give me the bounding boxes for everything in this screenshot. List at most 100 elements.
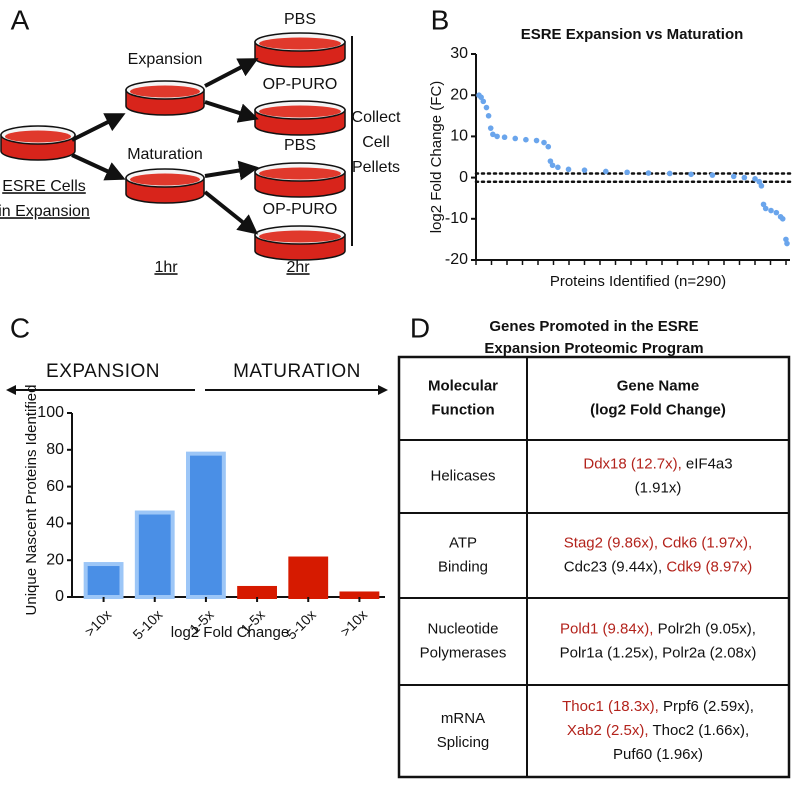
collect-label: Pellets (352, 159, 400, 176)
gene-entry: (1.91x) (635, 479, 682, 496)
y-tick-label: -20 (445, 251, 468, 268)
data-point (581, 167, 588, 173)
dish-media (130, 173, 200, 186)
data-point (555, 164, 561, 171)
arrow (204, 100, 259, 123)
panel-label: B (431, 4, 450, 35)
function-cell: ATP (449, 534, 477, 551)
culture-dish (254, 32, 346, 68)
gene-line: Stag2 (9.86x), Cdk6 (1.97x), (564, 534, 752, 551)
data-point (784, 240, 790, 247)
data-point (624, 169, 630, 176)
culture-dish (125, 80, 205, 116)
header-cell: Gene Name (617, 377, 700, 394)
y-tick-label: 60 (46, 478, 64, 495)
cell-label: in Expansion (0, 203, 90, 220)
data-point (565, 166, 572, 173)
data-point (688, 171, 694, 178)
data-point (541, 139, 547, 146)
gene-entry: Cdk9 (8.97x) (666, 558, 752, 575)
data-point (741, 174, 748, 181)
arrow-label: MATURATION (233, 361, 361, 382)
data-point (487, 125, 494, 131)
arrow (71, 153, 126, 181)
dish-media (259, 230, 341, 243)
data-point (730, 173, 737, 180)
gene-entry: Thoc1 (18.3x), (562, 698, 663, 715)
gene-line: Xab2 (2.5x), Thoc2 (1.66x), (567, 722, 749, 739)
function-cell: Nucleotide (428, 620, 499, 637)
data-point (549, 162, 556, 169)
x-tick-label: 5-10x (283, 606, 319, 642)
data-point (533, 137, 540, 144)
gene-entry: Prpf6 (2.59x), (663, 698, 754, 715)
gene-line: Polr1a (1.25x), Polr2a (2.08x) (560, 644, 757, 661)
gene-line: Ddx18 (12.7x), eIF4a3 (583, 455, 732, 472)
data-point (758, 183, 765, 189)
data-point (762, 205, 769, 212)
data-point (709, 172, 716, 178)
collect-label: Cell (362, 134, 390, 151)
data-point (478, 94, 484, 101)
bar (83, 562, 124, 599)
x-tick-label: >10x (81, 606, 114, 639)
function-cell: Splicing (437, 734, 490, 751)
culture-dish (254, 162, 346, 198)
y-tick-label: 80 (46, 441, 64, 458)
culture-dish (125, 168, 205, 204)
time-label: 1hr (154, 259, 178, 276)
y-tick-label: 10 (450, 128, 468, 145)
data-point (603, 168, 609, 175)
treatment-label: OP-PURO (263, 201, 338, 218)
data-point (547, 158, 554, 164)
header-cell: Function (431, 401, 494, 418)
bar (339, 591, 380, 599)
data-point (490, 131, 496, 138)
culture-dish (254, 100, 346, 136)
gene-entry: Stag2 (9.86x), Cdk6 (1.97x), (564, 534, 752, 551)
dish-media (259, 167, 341, 180)
data-point (523, 136, 529, 143)
x-axis-label: Proteins Identified (n=290) (550, 273, 726, 290)
gene-line: Pold1 (9.84x), Polr2h (9.05x), (560, 620, 756, 637)
collect-label: Collect (352, 109, 401, 126)
arrow (71, 113, 126, 142)
function-cell: Polymerases (420, 644, 507, 661)
panel-label: C (10, 312, 30, 343)
dish-media (259, 105, 341, 118)
y-tick-label: 30 (450, 45, 468, 62)
y-tick-label: 100 (37, 404, 64, 421)
gene-entry: eIF4a3 (686, 455, 733, 472)
data-point (483, 104, 490, 111)
data-point (480, 98, 487, 105)
gene-entry: Puf60 (1.96x) (613, 746, 703, 763)
y-axis-label: log2 Fold Change (FC) (428, 81, 445, 234)
gene-entry: Polr2h (9.05x), (658, 620, 756, 637)
data-point (494, 133, 500, 140)
arrow (204, 160, 259, 181)
function-cell: mRNA (441, 710, 485, 727)
data-point (773, 209, 780, 216)
header-cell: (log2 Fold Change) (590, 401, 726, 418)
data-point (760, 201, 767, 208)
cell-label: ESRE Cells (2, 178, 86, 195)
culture-dish (0, 125, 76, 161)
y-tick-label: -10 (445, 210, 468, 227)
x-tick-label: 5-10x (129, 606, 165, 642)
branch-label: Maturation (127, 146, 203, 163)
arrow (203, 190, 259, 235)
function-cell: Binding (438, 558, 488, 575)
gene-entry: Xab2 (2.5x), (567, 722, 653, 739)
culture-dish (254, 225, 346, 261)
bar (186, 451, 226, 600)
table-title: Genes Promoted in the ESRE (489, 318, 698, 335)
y-tick-label: 20 (46, 551, 64, 568)
y-tick-label: 40 (46, 515, 64, 532)
arrow (204, 58, 259, 88)
panel-label: A (11, 4, 30, 35)
function-cell: Helicases (430, 467, 495, 484)
bar (288, 556, 329, 600)
time-label: 2hr (286, 259, 310, 276)
data-point (752, 176, 758, 182)
